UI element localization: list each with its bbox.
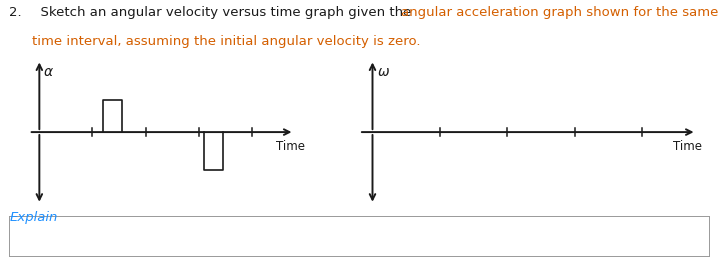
Text: α: α bbox=[44, 65, 52, 79]
Text: ω: ω bbox=[378, 65, 390, 79]
Text: Time: Time bbox=[276, 140, 304, 153]
Text: time interval, assuming the initial angular velocity is zero.: time interval, assuming the initial angu… bbox=[32, 35, 421, 48]
Text: angular acceleration graph shown for the same: angular acceleration graph shown for the… bbox=[401, 6, 718, 19]
Text: 2.: 2. bbox=[9, 6, 22, 19]
Text: Explain: Explain bbox=[9, 211, 57, 224]
Text: Time: Time bbox=[673, 140, 701, 153]
Text: Sketch an angular velocity versus time graph given the: Sketch an angular velocity versus time g… bbox=[32, 6, 416, 19]
